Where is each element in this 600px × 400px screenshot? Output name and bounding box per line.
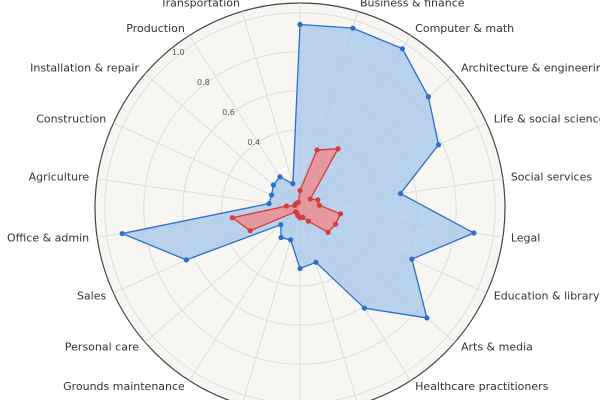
data-point — [183, 257, 189, 263]
data-point — [297, 21, 303, 28]
data-point — [435, 142, 442, 148]
data-point — [409, 256, 415, 262]
data-point — [283, 203, 290, 209]
data-point — [297, 265, 303, 272]
category-label: Life & social sciences — [494, 113, 600, 126]
category-label: Business & finance — [360, 0, 465, 10]
data-point — [229, 215, 235, 221]
data-point — [307, 196, 313, 202]
category-label: Legal — [511, 231, 540, 244]
category-label: Arts & media — [461, 340, 533, 353]
radial-tick-label: 1.0 — [172, 48, 185, 57]
category-label: Installation & repair — [30, 62, 139, 75]
category-label: Construction — [36, 113, 106, 126]
data-point — [325, 229, 331, 235]
data-point — [335, 146, 341, 152]
data-point — [471, 230, 477, 236]
data-point — [337, 211, 344, 217]
data-point — [247, 228, 253, 234]
category-label: Healthcare practitioners — [415, 380, 548, 393]
data-point — [295, 199, 301, 205]
data-point — [305, 218, 312, 224]
radial-tick-label: 0.4 — [247, 138, 260, 147]
data-point — [361, 305, 367, 311]
data-point — [315, 197, 321, 203]
category-label: Architecture & engineering — [461, 62, 600, 75]
data-point — [332, 221, 339, 227]
data-point — [424, 315, 430, 321]
radial-tick-label: 0.6 — [222, 108, 235, 117]
data-point — [316, 202, 322, 208]
data-point — [270, 182, 277, 188]
data-point — [278, 222, 284, 228]
data-point — [399, 46, 405, 52]
spoke — [241, 11, 301, 209]
data-point — [350, 25, 356, 31]
category-label: Personal care — [65, 340, 139, 353]
data-point — [268, 192, 275, 198]
data-point — [119, 230, 125, 237]
category-label: Production — [126, 22, 185, 35]
data-point — [397, 190, 404, 197]
data-point — [314, 147, 320, 153]
spoke — [97, 178, 301, 209]
category-label: Agriculture — [29, 171, 90, 184]
category-label: Education & library — [494, 289, 600, 302]
data-point — [292, 209, 299, 215]
category-label: Office & admin — [7, 231, 89, 244]
data-point — [425, 94, 431, 100]
data-point — [290, 181, 296, 187]
category-label: Computer & math — [415, 22, 514, 35]
spoke — [113, 122, 301, 209]
data-point — [313, 259, 319, 265]
category-label: Social services — [511, 171, 593, 184]
data-point — [277, 174, 283, 180]
spoke — [144, 207, 301, 343]
data-point — [278, 234, 284, 241]
radial-tick-label: 0.8 — [197, 78, 210, 87]
category-label: Sales — [77, 289, 107, 302]
data-point — [266, 200, 272, 207]
category-label: Grounds maintenance — [63, 380, 185, 393]
category-label: Transportation — [160, 0, 240, 10]
data-point — [297, 187, 303, 194]
data-point — [288, 237, 294, 243]
